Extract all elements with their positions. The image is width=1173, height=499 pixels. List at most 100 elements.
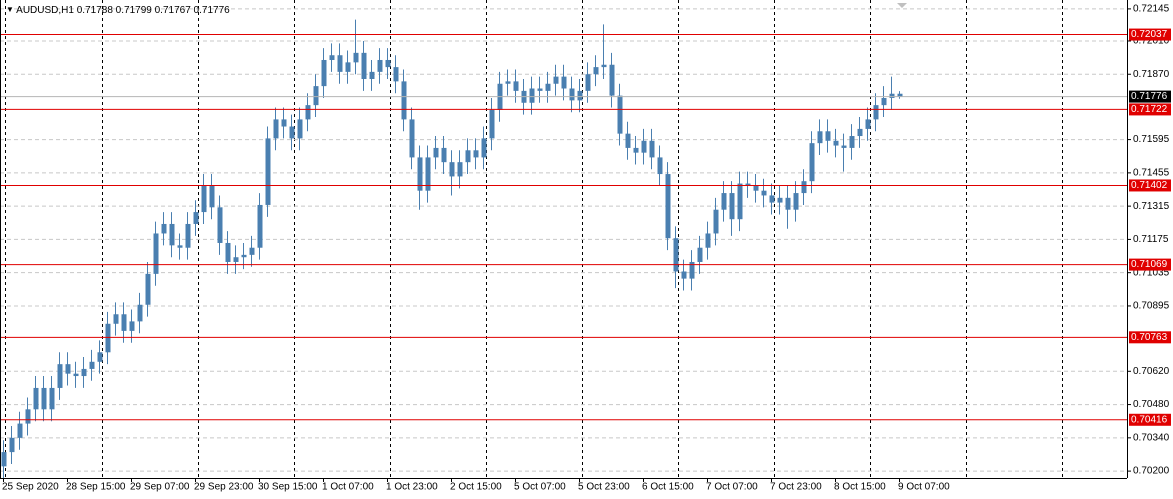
x-tick-label: 30 Sep 15:00 — [258, 482, 318, 493]
candle-body — [409, 119, 415, 158]
y-tick-label: 0.71175 — [1133, 234, 1169, 245]
candle-body — [745, 183, 751, 186]
candle-body — [505, 81, 511, 84]
x-tick-label: 5 Oct 23:00 — [578, 482, 630, 493]
level-tag — [1129, 28, 1171, 41]
header-high: 0.71799 — [116, 5, 153, 16]
candle-body — [609, 64, 615, 96]
candle-body — [665, 174, 671, 239]
shift-marker — [897, 3, 907, 8]
candle-body — [377, 59, 383, 72]
candle-body — [561, 76, 567, 89]
candle-body — [513, 81, 519, 91]
candle-body — [465, 150, 471, 163]
candle-body — [321, 59, 327, 87]
x-tick-label: 29 Sep 23:00 — [194, 482, 254, 493]
candle-body — [233, 257, 239, 262]
y-tick-label: 0.72145 — [1133, 4, 1170, 15]
level-tag-label: 0.71069 — [1131, 259, 1168, 270]
candle-body — [577, 90, 583, 101]
y-tick-label: 0.72010 — [1133, 36, 1170, 47]
x-tick-label: 8 Oct 15:00 — [834, 482, 886, 493]
candle-body — [137, 304, 143, 322]
y-tick-label: 0.71595 — [1133, 134, 1170, 145]
candle-body — [81, 368, 87, 377]
candle-body — [689, 261, 695, 279]
x-tick-label: 6 Oct 15:00 — [642, 482, 694, 493]
candle-body — [289, 126, 295, 139]
candle-body — [161, 223, 167, 234]
y-tick-label: 0.70340 — [1133, 432, 1170, 443]
candle-body — [553, 76, 559, 84]
candle-body — [833, 140, 839, 146]
candle-body — [17, 423, 23, 438]
candle-body — [681, 271, 687, 279]
x-tick-label: 25 Sep 2020 — [2, 482, 59, 493]
y-tick-label: 0.71315 — [1133, 201, 1170, 212]
candle-body — [721, 193, 727, 210]
candle-body — [225, 242, 231, 262]
candle-body — [617, 95, 623, 134]
candle-body — [129, 321, 135, 331]
candle-body — [209, 185, 215, 208]
candle-body — [417, 157, 423, 191]
candle-body — [569, 88, 575, 101]
candle-body — [601, 64, 607, 68]
candle-body — [369, 71, 375, 79]
candle-body — [857, 128, 863, 137]
header: ▼ AUDUSD,H1 0.71788 0.71799 0.71767 0.71… — [6, 5, 230, 16]
candle-body — [705, 233, 711, 248]
x-tick-label: 1 Oct 07:00 — [322, 482, 374, 493]
candle-body — [361, 52, 367, 79]
candle-body — [49, 387, 55, 410]
y-tick-label: 0.70620 — [1133, 366, 1170, 377]
candle-body — [329, 55, 335, 60]
candle-body — [873, 105, 879, 120]
candle-body — [713, 209, 719, 234]
x-tick-label: 2 Oct 15:00 — [450, 482, 502, 493]
bid-tag — [1129, 90, 1171, 103]
candle-body — [649, 140, 655, 158]
candle-body — [585, 74, 591, 91]
candle-body — [185, 223, 191, 248]
candle-body — [305, 105, 311, 120]
candle-body — [697, 247, 703, 262]
candle-body — [297, 119, 303, 139]
level-tag — [1129, 331, 1171, 344]
candle-body — [769, 195, 775, 203]
candle-body — [785, 197, 791, 210]
candle-body — [425, 157, 431, 191]
y-tick-label: 0.71870 — [1133, 69, 1170, 80]
candle-body — [473, 150, 479, 158]
candle-body — [633, 147, 639, 153]
candle-body — [865, 119, 871, 129]
candle-body — [841, 145, 847, 148]
header-low: 0.71767 — [155, 5, 192, 16]
candle-body — [433, 147, 439, 158]
plot — [0, 19, 1127, 479]
header-close: 0.71776 — [194, 5, 231, 16]
candle-body — [673, 238, 679, 272]
candle-body — [97, 352, 103, 362]
candle-body — [177, 245, 183, 248]
candle-body — [641, 140, 647, 153]
candle-body — [489, 109, 495, 139]
candle-body — [449, 162, 455, 177]
candle-body — [113, 314, 119, 324]
candle-body — [241, 254, 247, 258]
candle-body — [753, 185, 759, 191]
candle-body — [625, 133, 631, 148]
candle-body — [25, 409, 31, 424]
x-tick-label: 1 Oct 23:00 — [386, 482, 438, 493]
x-tick-label: 7 Oct 23:00 — [770, 482, 822, 493]
candle-body — [825, 131, 831, 141]
candle-body — [201, 185, 207, 213]
candle-body — [593, 67, 599, 75]
x-tick-label: 28 Sep 15:00 — [66, 482, 126, 493]
y-tick-label: 0.70895 — [1133, 301, 1170, 312]
candle-body — [105, 323, 111, 353]
candle-body — [265, 138, 271, 205]
candle-body — [1, 452, 7, 467]
candle-body — [729, 193, 735, 220]
